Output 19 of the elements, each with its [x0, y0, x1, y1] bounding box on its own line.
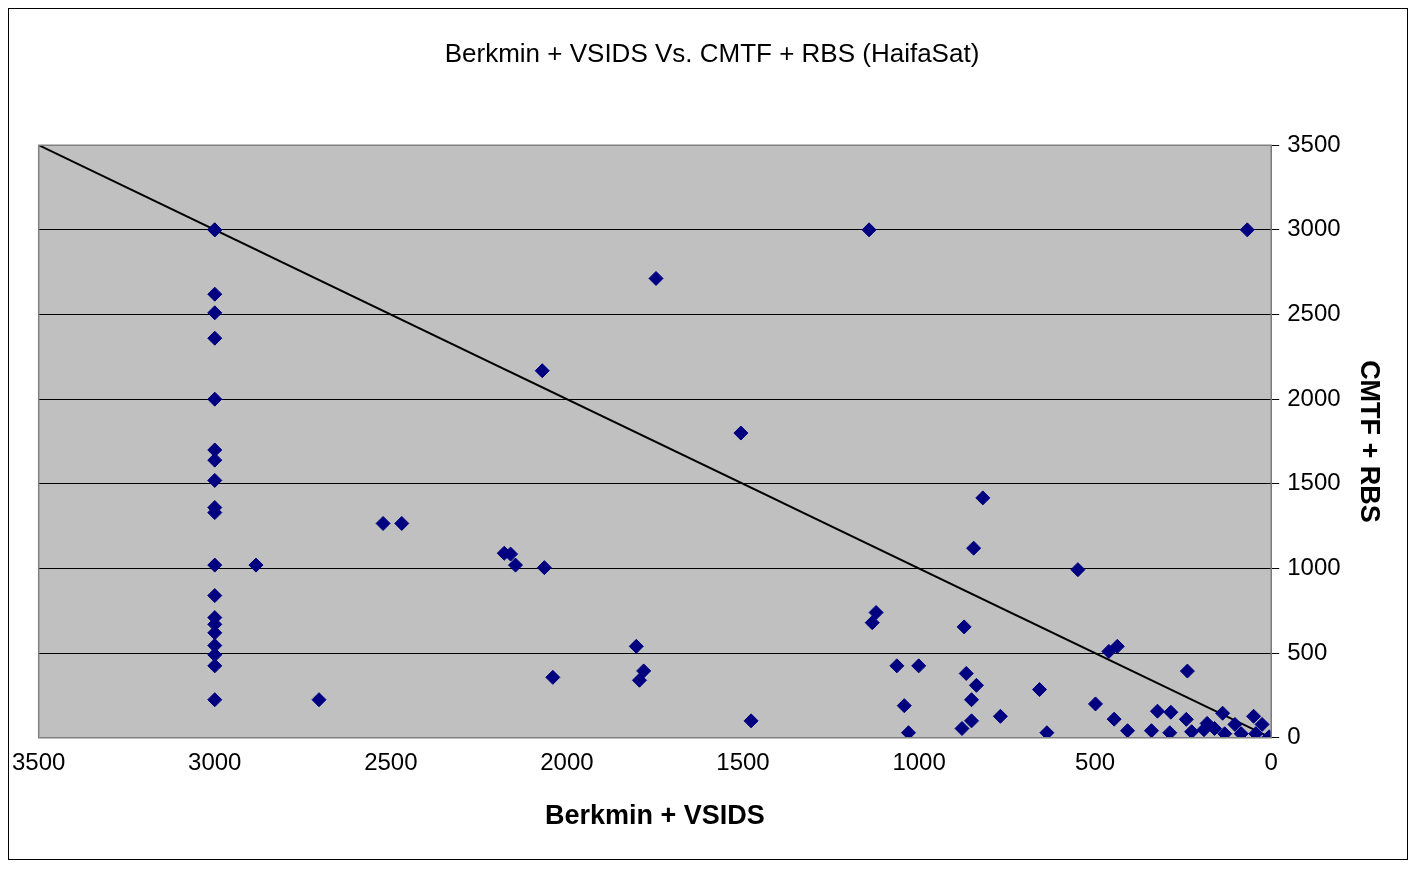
- x-tick-label: 500: [1075, 747, 1116, 775]
- x-tick-label: 2000: [540, 747, 594, 775]
- y-tick-label: 500: [1287, 637, 1328, 665]
- x-axis-title: Berkmin + VSIDS: [545, 800, 765, 831]
- y-tick-label: 1500: [1287, 468, 1341, 496]
- chart-title: Berkmin + VSIDS Vs. CMTF + RBS (HaifaSat): [444, 37, 980, 68]
- x-tick-label: 3500: [12, 747, 66, 775]
- y-tick-label: 3500: [1287, 129, 1341, 157]
- x-tick-label: 1500: [716, 747, 770, 775]
- y-tick-label: 1000: [1287, 553, 1341, 581]
- y-tick-label: 0: [1287, 722, 1301, 750]
- y-axis-title: CMTF + RBS: [1355, 360, 1386, 523]
- x-tick-label: 2500: [364, 747, 418, 775]
- x-tick-label: 3000: [188, 747, 242, 775]
- y-tick-label: 3000: [1287, 214, 1341, 242]
- y-tick-label: 2500: [1287, 299, 1341, 327]
- y-tick-label: 2000: [1287, 383, 1341, 411]
- x-tick-label: 1000: [892, 747, 946, 775]
- x-tick-label: 0: [1264, 747, 1278, 775]
